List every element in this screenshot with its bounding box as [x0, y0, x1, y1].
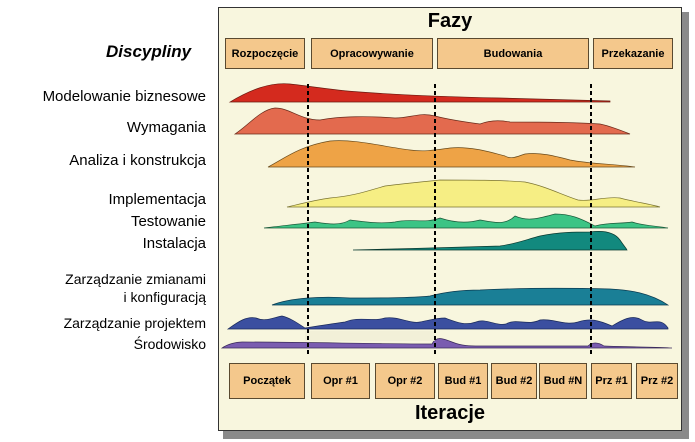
phase-construction: Budowania	[437, 38, 589, 69]
discipline-implementation: Implementacja	[108, 191, 206, 208]
discipline-requirements: Wymagania	[126, 119, 206, 136]
discipline-project-mgmt: Zarządzanie projektem	[63, 315, 206, 331]
discipline-config-mgmt-line1: Zarządzanie zmianami	[65, 271, 206, 287]
hump-business-modeling	[228, 83, 611, 103]
discipline-deployment: Instalacja	[142, 235, 206, 252]
iteration-cons-1: Bud #1	[438, 363, 488, 399]
discipline-config-mgmt-line2: i konfiguracją	[123, 289, 207, 305]
discipline-environment: Środowisko	[133, 336, 206, 352]
hump-implementation	[286, 179, 661, 208]
iteration-cons-2: Bud #2	[491, 363, 537, 399]
hump-analysis-design	[267, 140, 636, 168]
discipline-analysis-design: Analiza i konstrukcja	[69, 152, 206, 169]
iteration-cons-n: Bud #N	[539, 363, 587, 399]
hump-project-mgmt	[226, 315, 669, 330]
hump-deployment	[352, 231, 628, 251]
iteration-elab-2: Opr #2	[375, 363, 435, 399]
hump-requirements	[233, 107, 631, 135]
phases-title: Fazy	[427, 10, 473, 32]
phase-transition: Przekazanie	[593, 38, 673, 69]
iteration-trans-2: Prz #2	[636, 363, 678, 399]
iteration-trans-1: Prz #1	[591, 363, 632, 399]
iteration-inception: Początek	[229, 363, 305, 399]
diagram-panel	[218, 7, 682, 431]
discipline-test: Testowanie	[130, 213, 206, 230]
disciplines-title: Discypliny	[106, 42, 192, 61]
phase-elaboration: Opracowywanie	[311, 38, 433, 69]
hump-config-mgmt	[271, 287, 670, 306]
iteration-elab-1: Opr #1	[311, 363, 370, 399]
iterations-title: Iteracje	[414, 402, 486, 424]
hump-environment	[220, 338, 673, 349]
hump-test	[263, 213, 669, 229]
phase-inception: Rozpoczęcie	[225, 38, 305, 69]
discipline-business-modeling: Modelowanie biznesowe	[42, 88, 206, 105]
